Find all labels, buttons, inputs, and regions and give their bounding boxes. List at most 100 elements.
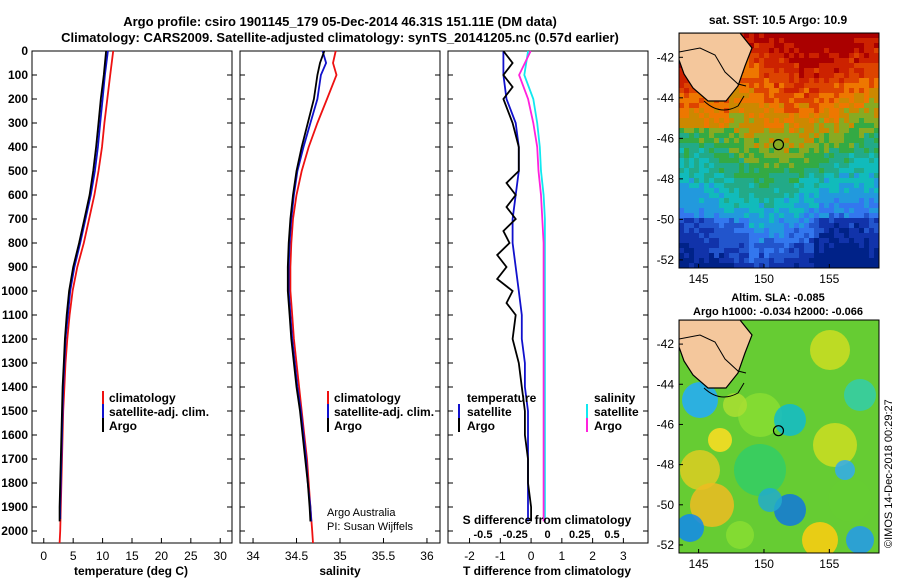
sst-cell: [769, 48, 774, 53]
sst-cell: [834, 143, 839, 148]
sst-cell: [789, 188, 794, 193]
sst-cell: [824, 68, 829, 73]
y-tick-label: 2000: [1, 524, 28, 538]
sst-cell: [714, 203, 719, 208]
sst-cell: [749, 113, 754, 118]
sst-cell: [829, 193, 834, 198]
sst-cell: [819, 248, 824, 253]
title-line-2: Climatology: CARS2009. Satellite-adjuste…: [61, 30, 619, 45]
sst-cell: [694, 183, 699, 188]
sst-cell: [824, 138, 829, 143]
sst-cell: [859, 93, 864, 98]
sst-cell: [864, 63, 869, 68]
sst-cell: [809, 238, 814, 243]
sst-cell: [729, 218, 734, 223]
sst-cell: [684, 128, 689, 133]
sst-cell: [784, 68, 789, 73]
sst-cell: [719, 238, 724, 243]
sst-cell: [739, 228, 744, 233]
sst-cell: [714, 183, 719, 188]
sst-cell: [829, 243, 834, 248]
temperature-series: [58, 50, 115, 544]
sst-cell: [739, 188, 744, 193]
sst-cell: [759, 263, 764, 268]
sst-cell: [784, 198, 789, 203]
sst-cell: [804, 63, 809, 68]
sst-cell: [814, 63, 819, 68]
isobath-contour: [679, 47, 747, 87]
sst-cell: [734, 93, 739, 98]
sst-cell: [799, 58, 804, 63]
sst-cell: [819, 33, 824, 38]
sst-cell: [744, 148, 749, 153]
sst-cell: [759, 158, 764, 163]
sst-cell: [874, 203, 879, 208]
sst-cell: [699, 233, 704, 238]
sst-cell: [749, 243, 754, 248]
sst-cell: [799, 118, 804, 123]
sst-cell: [689, 103, 694, 108]
sst-cell: [694, 103, 699, 108]
sst-cell: [849, 188, 854, 193]
sst-cell: [814, 263, 819, 268]
sst-cell: [734, 203, 739, 208]
sst-cell: [824, 253, 829, 258]
sst-cell: [679, 118, 684, 123]
sst-cell: [694, 93, 699, 98]
sst-cell: [829, 213, 834, 218]
sst-cell: [769, 158, 774, 163]
sst-cell: [804, 188, 809, 193]
sst-cell: [804, 43, 809, 48]
sst-cell: [764, 73, 769, 78]
sst-cell: [834, 88, 839, 93]
sst-cell: [779, 78, 784, 83]
sst-cell: [714, 213, 719, 218]
sst-cell: [704, 148, 709, 153]
sst-cell: [794, 168, 799, 173]
isobath-contour: [679, 334, 747, 374]
sst-cell: [704, 98, 709, 103]
sst-cell: [804, 118, 809, 123]
sst-cell: [769, 68, 774, 73]
sst-cell: [769, 33, 774, 38]
sst-cell: [759, 193, 764, 198]
y-tick-label: 300: [8, 116, 28, 130]
sst-cell: [819, 38, 824, 43]
sst-cell: [779, 193, 784, 198]
sst-cell: [764, 138, 769, 143]
sst-cell: [854, 218, 859, 223]
sst-cell: [819, 163, 824, 168]
sst-cell: [829, 153, 834, 158]
sst-cell: [859, 88, 864, 93]
sst-cell: [794, 183, 799, 188]
sst-cell: [724, 173, 729, 178]
sst-cell: [784, 243, 789, 248]
sst-cell: [774, 208, 779, 213]
sst-cell: [789, 233, 794, 238]
sst-cell: [719, 228, 724, 233]
sst-cell: [739, 243, 744, 248]
sst-cell: [864, 168, 869, 173]
sla-cell: [679, 514, 704, 542]
sst-cell: [764, 193, 769, 198]
sst-cell: [754, 173, 759, 178]
sst-cell: [769, 213, 774, 218]
sst-cell: [749, 168, 754, 173]
sst-cell: [739, 123, 744, 128]
sst-cell: [689, 113, 694, 118]
sst-cell: [774, 253, 779, 258]
sst-cell: [724, 243, 729, 248]
sst-cell: [804, 78, 809, 83]
title-line-1: Argo profile: csiro 1901145_179 05-Dec-2…: [123, 14, 557, 29]
sst-cell: [804, 98, 809, 103]
sst-cell: [804, 38, 809, 43]
sst-cell: [844, 173, 849, 178]
sst-cell: [839, 258, 844, 263]
sst-cell: [714, 123, 719, 128]
sst-cell: [824, 38, 829, 43]
sst-cell: [829, 248, 834, 253]
sst-cell: [769, 108, 774, 113]
sst-cell: [819, 223, 824, 228]
sst-cell: [719, 158, 724, 163]
sst-cell: [704, 138, 709, 143]
